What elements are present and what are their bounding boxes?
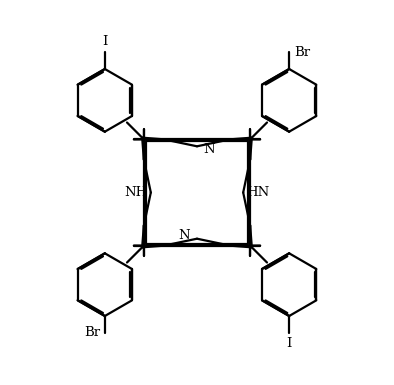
Text: Br: Br	[84, 326, 100, 339]
Text: Br: Br	[294, 46, 310, 59]
Text: NH: NH	[124, 186, 147, 199]
Text: I: I	[286, 337, 292, 350]
Text: N: N	[204, 143, 215, 156]
Text: HN: HN	[247, 186, 270, 199]
Text: I: I	[102, 35, 108, 48]
Text: N: N	[179, 229, 190, 242]
